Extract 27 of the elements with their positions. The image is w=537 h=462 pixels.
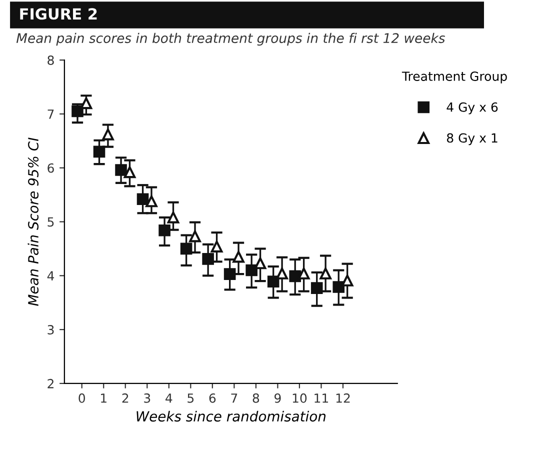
- x-tick-label: 5: [188, 394, 194, 403]
- y-tick-label: 2: [48, 378, 54, 388]
- x-tick-label: 9: [274, 393, 281, 403]
- x-tick-label: 1: [101, 394, 106, 403]
- legend-label: 4 Gy x 6: [446, 102, 498, 114]
- y-tick-label: 6: [48, 163, 54, 173]
- x-tick-label: 6: [209, 393, 216, 403]
- chart-title: FIGURE 2: [20, 8, 97, 20]
- chart-subtitle: Mean pain scores in both treatment groups in the fi rst 12 weeks: [16, 32, 445, 46]
- x-tick-label: 2: [122, 393, 128, 403]
- x-tick-label: 12: [336, 393, 350, 403]
- x-tick-label: 11: [314, 394, 328, 403]
- x-tick-label: 4: [166, 394, 172, 403]
- x-tick-label: 8: [252, 393, 260, 403]
- x-tick-label: 10: [292, 393, 307, 403]
- y-tick-label: 5: [48, 217, 54, 227]
- y-tick-label: 7: [48, 110, 54, 119]
- x-tick-label: 7: [231, 394, 238, 403]
- legend-title: Treatment Group: [402, 72, 507, 84]
- y-axis-title: Mean Pain Score 95% CI: [28, 138, 39, 306]
- legend-label: 8 Gy x 1: [446, 133, 498, 146]
- y-tick-label: 4: [47, 271, 54, 280]
- x-tick-label: 0: [78, 393, 85, 403]
- y-tick-label: 3: [48, 325, 54, 334]
- x-axis-title: Weeks since randomisation: [136, 410, 326, 422]
- x-tick-label: 3: [144, 393, 150, 403]
- y-tick-label: 8: [48, 56, 54, 65]
